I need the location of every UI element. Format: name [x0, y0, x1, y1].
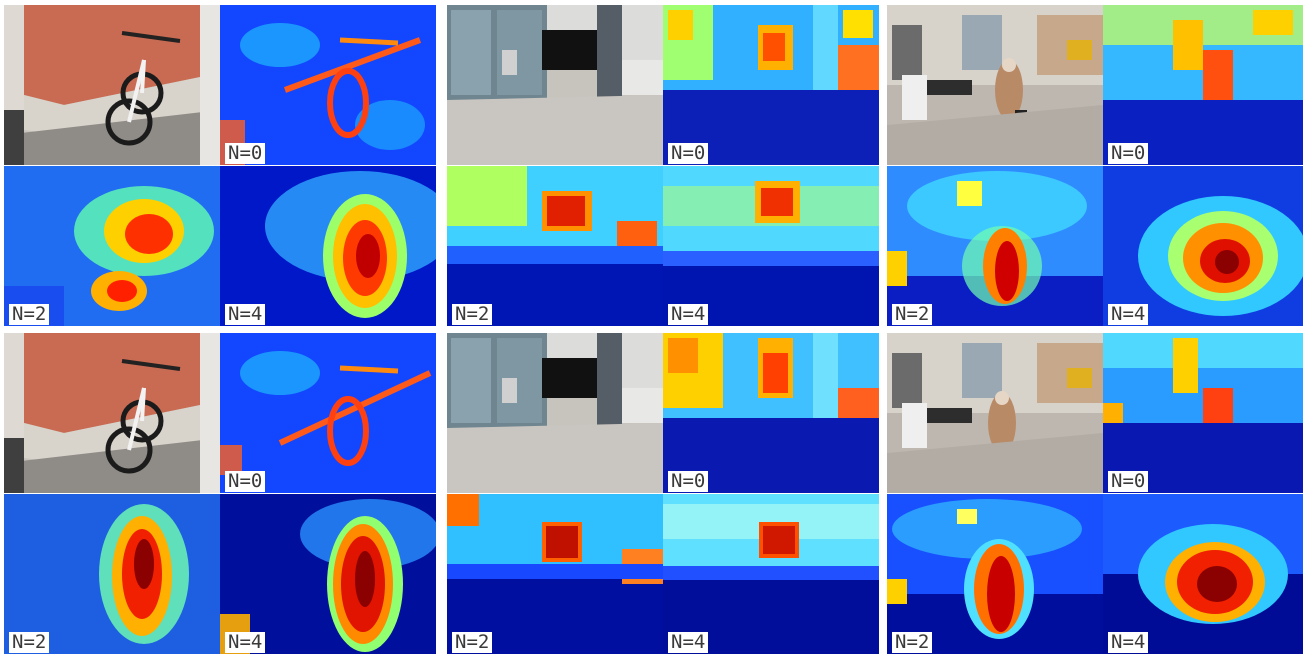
iteration-label: N=2 — [892, 304, 933, 325]
saliency-map: N=0 — [663, 333, 879, 493]
street-photo — [887, 5, 1103, 165]
saliency-map: N=2 — [4, 494, 220, 654]
iteration-label: N=2 — [452, 632, 493, 653]
saliency-map: N=0 — [220, 5, 436, 165]
iteration-label: N=2 — [9, 304, 50, 325]
iteration-label: N=4 — [225, 632, 266, 653]
saliency-map: N=4 — [1103, 494, 1303, 654]
saliency-map: N=4 — [220, 166, 436, 326]
saliency-map: N=0 — [220, 333, 436, 493]
iteration-label: N=4 — [668, 304, 709, 325]
saliency-map: N=0 — [1103, 5, 1303, 165]
iteration-label: N=0 — [668, 143, 709, 164]
iteration-label: N=2 — [452, 304, 493, 325]
iteration-label: N=4 — [1108, 304, 1149, 325]
saliency-map: N=2 — [447, 494, 663, 654]
plaza-photo — [447, 333, 663, 493]
saliency-map: N=4 — [663, 166, 879, 326]
iteration-label: N=4 — [668, 632, 709, 653]
saliency-map: N=4 — [663, 494, 879, 654]
saliency-map: N=4 — [220, 494, 436, 654]
street-photo — [887, 333, 1103, 493]
saliency-map: N=2 — [887, 494, 1103, 654]
saliency-map: N=2 — [447, 166, 663, 326]
saliency-map: N=2 — [4, 166, 220, 326]
saliency-map: N=2 — [887, 166, 1103, 326]
saliency-map: N=4 — [1103, 166, 1303, 326]
saliency-map: N=0 — [1103, 333, 1303, 493]
iteration-label: N=0 — [1108, 471, 1149, 492]
bicycle-photo — [4, 333, 220, 493]
iteration-label: N=4 — [1108, 632, 1149, 653]
iteration-label: N=0 — [225, 471, 266, 492]
saliency-map: N=0 — [663, 5, 879, 165]
plaza-photo — [447, 5, 663, 165]
iteration-label: N=4 — [225, 304, 266, 325]
iteration-label: N=0 — [1108, 143, 1149, 164]
iteration-label: N=0 — [225, 143, 266, 164]
bicycle-photo — [4, 5, 220, 165]
iteration-label: N=2 — [892, 632, 933, 653]
iteration-label: N=0 — [668, 471, 709, 492]
iteration-label: N=2 — [9, 632, 50, 653]
